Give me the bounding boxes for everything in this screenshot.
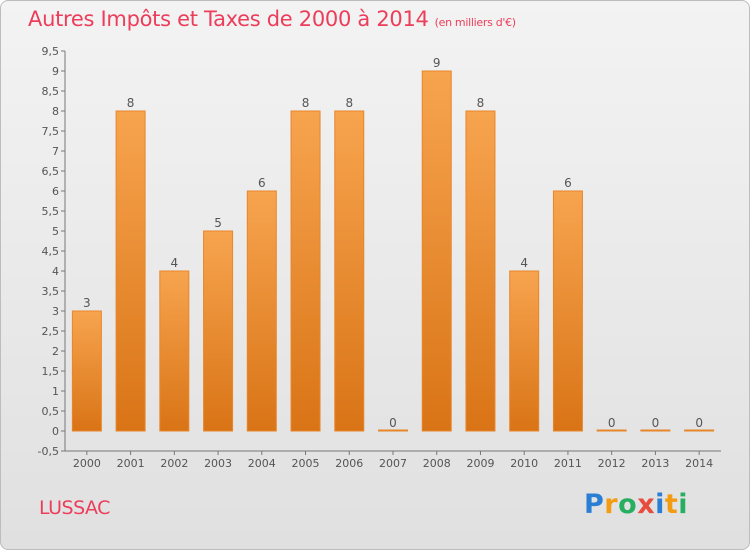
title-text: Autres Impôts et Taxes de 2000 à 2014: [28, 7, 429, 31]
data-label: 0: [652, 416, 660, 430]
data-label: 0: [608, 416, 616, 430]
y-tick-label: 0,5: [42, 405, 60, 418]
x-tick-label: 2011: [554, 457, 582, 470]
commune-name: LUSSAC: [39, 497, 110, 519]
x-tick-label: 2003: [204, 457, 232, 470]
data-label: 6: [564, 176, 572, 190]
data-label: 4: [520, 256, 528, 270]
x-tick-label: 2012: [598, 457, 626, 470]
data-label: 0: [695, 416, 703, 430]
data-label: 4: [171, 256, 179, 270]
bar: [203, 230, 234, 432]
logo-letter: o: [618, 489, 638, 520]
y-tick-label: 4: [52, 265, 59, 278]
bar: [159, 270, 190, 432]
data-label: 6: [258, 176, 266, 190]
logo-letter: t: [664, 489, 679, 520]
x-tick-label: 2013: [641, 457, 669, 470]
bar: [334, 110, 365, 432]
y-tick-label: 5: [52, 225, 59, 238]
x-tick-label: 2005: [292, 457, 320, 470]
y-tick-label: 1,5: [42, 365, 60, 378]
bar: [640, 429, 671, 432]
logo-letter: r: [604, 489, 619, 520]
y-tick-label: 4,5: [42, 245, 60, 258]
data-label: 8: [345, 96, 353, 110]
y-tick-label: 7,5: [42, 125, 60, 138]
x-tick-label: 2006: [335, 457, 363, 470]
data-label: 9: [433, 56, 441, 70]
data-label: 8: [477, 96, 485, 110]
y-tick-label: 1: [52, 385, 59, 398]
x-tick-label: 2004: [248, 457, 276, 470]
x-tick-label: 2010: [510, 457, 538, 470]
bar: [509, 270, 540, 432]
x-tick-label: 2014: [685, 457, 713, 470]
x-tick-label: 2009: [466, 457, 494, 470]
logo-letter: x: [637, 489, 656, 520]
x-tick-label: 2002: [160, 457, 188, 470]
bar: [684, 429, 715, 432]
logo-letter: P: [584, 489, 605, 520]
y-tick-label: 3,5: [42, 285, 60, 298]
y-tick-label: 8,5: [42, 85, 60, 98]
y-tick-label: 7: [52, 145, 59, 158]
y-tick-label: 8: [52, 105, 59, 118]
y-tick-label: 9,5: [42, 45, 60, 58]
y-tick-label: 9: [52, 65, 59, 78]
bar: [115, 110, 146, 432]
x-tick-label: 2007: [379, 457, 407, 470]
bar: [421, 70, 452, 432]
y-tick-label: 0: [52, 425, 59, 438]
bar: [290, 110, 321, 432]
bar: [246, 190, 277, 432]
bar: [465, 110, 496, 432]
data-label: 0: [389, 416, 397, 430]
data-label: 8: [302, 96, 310, 110]
bar: [71, 310, 102, 432]
y-tick-label: 2,5: [42, 325, 60, 338]
y-tick-label: 6,5: [42, 165, 60, 178]
data-label: 8: [127, 96, 135, 110]
x-tick-label: 2008: [423, 457, 451, 470]
unit-label: (en milliers d'€): [434, 16, 516, 29]
logo-letter: i: [655, 489, 665, 520]
x-tick-label: 2001: [117, 457, 145, 470]
x-tick-label: 2000: [73, 457, 101, 470]
bar: [552, 190, 583, 432]
y-tick-label: 6: [52, 185, 59, 198]
chart-title: Autres Impôts et Taxes de 2000 à 2014 (en…: [28, 7, 516, 31]
bar: [596, 429, 627, 432]
data-label: 3: [83, 296, 91, 310]
y-tick-label: 3: [52, 305, 59, 318]
data-label: 5: [214, 216, 222, 230]
logo-letter: i: [678, 489, 689, 520]
y-tick-label: 2: [52, 345, 59, 358]
bar: [378, 429, 408, 432]
y-tick-label: -0,5: [38, 445, 59, 458]
y-tick-label: 5,5: [42, 205, 60, 218]
proxiti-logo[interactable]: Proxiti: [584, 489, 688, 520]
